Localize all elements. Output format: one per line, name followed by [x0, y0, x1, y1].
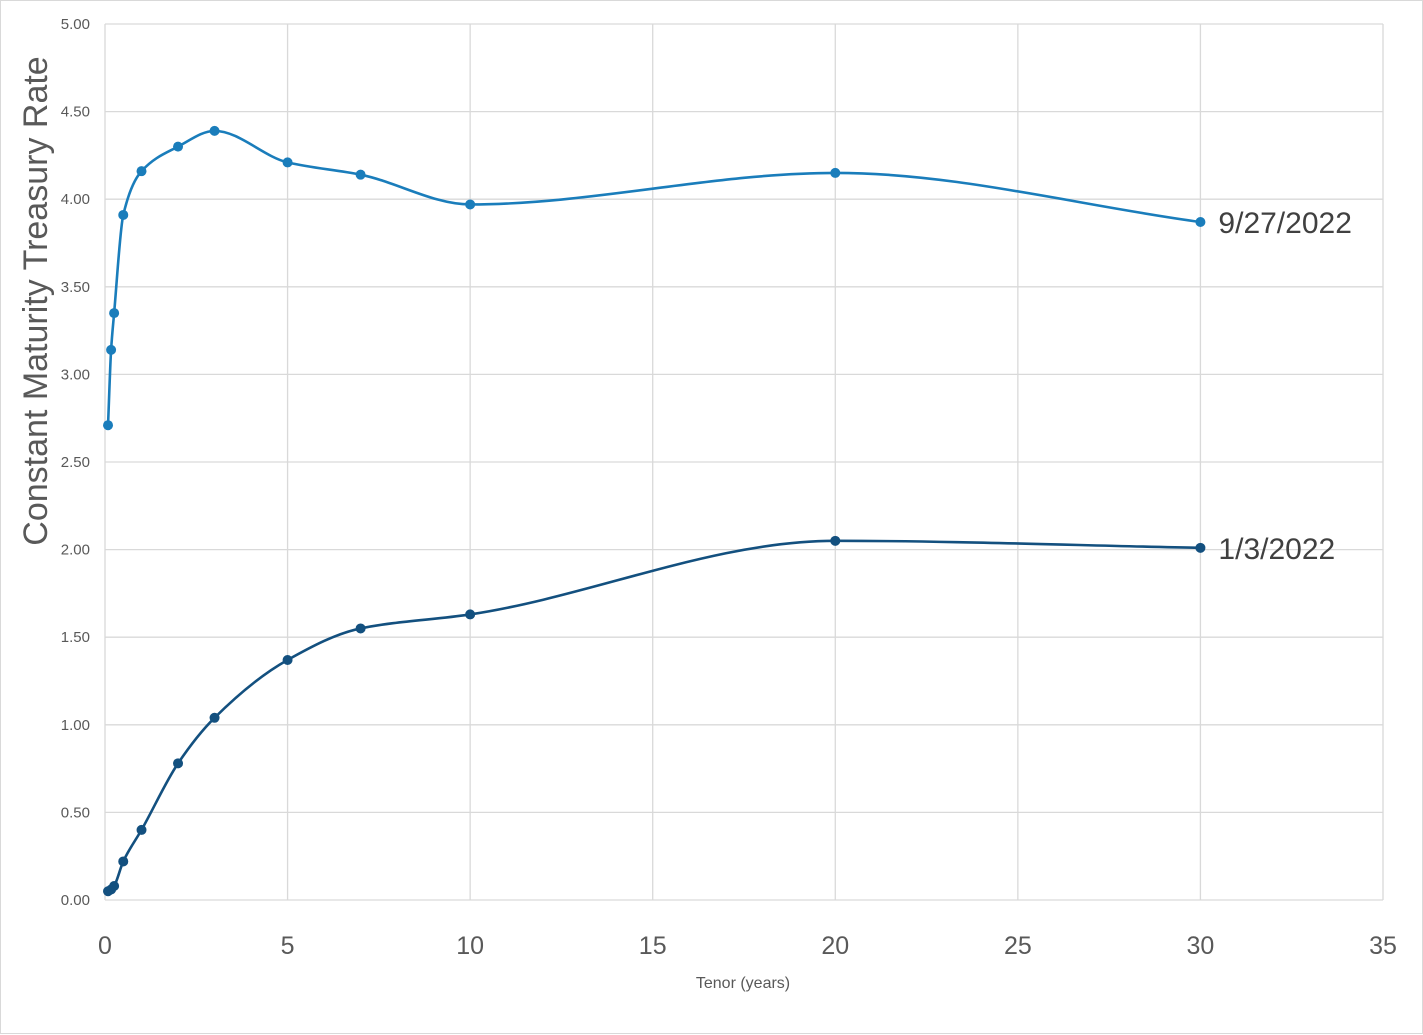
axis-ticks: 0.00 0.50 1.00 1.50 2.00 2.50 3.00 3.50 4.00 4.50… [61, 16, 1397, 960]
data-point [173, 758, 184, 769]
x-tick-label: 30 [1187, 932, 1215, 960]
y-tick-label: 2.00 [61, 542, 90, 559]
data-point [103, 420, 114, 431]
x-tick-label: 0 [98, 932, 112, 960]
data-point [282, 654, 293, 665]
y-axis-label: Constant Maturity Treasury Rate [17, 56, 55, 545]
y-tick-label: 0.50 [61, 804, 90, 821]
data-point [109, 308, 120, 319]
data-point [830, 167, 841, 178]
grid-lines [104, 23, 1384, 901]
data-point [355, 169, 366, 180]
x-tick-label: 20 [821, 932, 849, 960]
data-point [106, 344, 117, 355]
data-point [118, 209, 129, 220]
y-tick-label: 3.00 [61, 366, 90, 383]
data-point [136, 824, 147, 835]
data-point [209, 125, 220, 136]
series-layer: 9/27/2022 1/3/2022 [103, 125, 1352, 897]
x-tick-label: 35 [1369, 932, 1397, 960]
data-point [173, 141, 184, 152]
data-point [465, 609, 476, 620]
series-line [106, 129, 1201, 426]
y-tick-label: 3.50 [61, 279, 90, 296]
x-tick-label: 15 [639, 932, 667, 960]
y-tick-label: 4.00 [61, 191, 90, 208]
data-point [1195, 216, 1206, 227]
data-point [109, 880, 120, 891]
x-tick-label: 25 [1004, 932, 1032, 960]
series-label: 9/27/2022 [1218, 207, 1351, 240]
data-point [118, 856, 129, 867]
x-axis-label: Tenor (years) [696, 975, 790, 992]
series-1: 1/3/2022 [103, 533, 1335, 897]
data-point [465, 199, 476, 210]
series-label: 1/3/2022 [1218, 533, 1335, 566]
data-point [282, 157, 293, 168]
series-0: 9/27/2022 [103, 125, 1352, 431]
x-tick-label: 10 [456, 932, 484, 960]
data-point [355, 623, 366, 634]
series-line [107, 539, 1201, 893]
data-point [209, 712, 220, 723]
y-tick-label: 2.50 [61, 454, 90, 471]
data-point [1195, 542, 1206, 553]
data-point [830, 535, 841, 546]
y-tick-label: 1.50 [61, 629, 90, 646]
y-tick-label: 0.00 [61, 892, 90, 909]
data-point [136, 166, 147, 177]
y-tick-label: 5.00 [61, 16, 90, 33]
y-tick-label: 4.50 [61, 104, 90, 121]
x-tick-label: 5 [281, 932, 295, 960]
y-tick-label: 1.00 [61, 717, 90, 734]
